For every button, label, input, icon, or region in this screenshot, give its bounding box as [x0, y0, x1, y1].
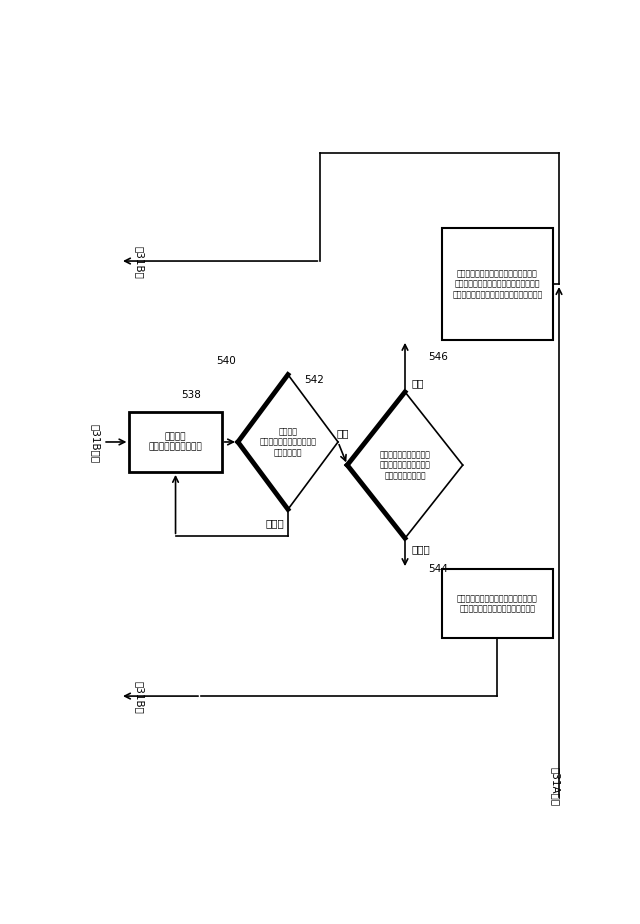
- Polygon shape: [348, 392, 463, 538]
- Text: ユーザが入力したキーは
ソフトウェアが計算した
キーと一致するか？: ユーザが入力したキーは ソフトウェアが計算した キーと一致するか？: [380, 450, 431, 480]
- Text: 540: 540: [216, 356, 236, 366]
- Text: 入力されたセンサのライセンスキーが
無効であることをユーザに通知する: 入力されたセンサのライセンスキーが 無効であることをユーザに通知する: [457, 594, 538, 614]
- Polygon shape: [238, 374, 338, 509]
- Bar: [442, 228, 553, 340]
- Text: 図31Bから: 図31Bから: [90, 424, 100, 463]
- Text: 図31Bへ: 図31Bへ: [134, 246, 144, 279]
- Text: いいえ: いいえ: [411, 544, 430, 554]
- Text: ユーザが
センサのライセンスキーを
入力したか？: ユーザが センサのライセンスキーを 入力したか？: [259, 427, 316, 456]
- Text: はい: はい: [337, 428, 349, 438]
- Text: 544: 544: [428, 564, 448, 574]
- Bar: [129, 412, 221, 472]
- Text: 538: 538: [181, 390, 201, 400]
- Text: バイタルサインモニタリング機能への
アクセスができる状態にして、センサの
シリアル番号を不揮発性メモリに格納する: バイタルサインモニタリング機能への アクセスができる状態にして、センサの シリア…: [452, 269, 543, 299]
- Text: はい: はい: [411, 378, 424, 388]
- Bar: [442, 569, 553, 638]
- Text: 546: 546: [428, 352, 448, 362]
- Text: センサの
ライセンスキーを計算: センサの ライセンスキーを計算: [148, 432, 202, 452]
- Text: いいえ: いいえ: [266, 518, 284, 529]
- Text: 図31Bへ: 図31Bへ: [134, 681, 144, 714]
- Text: 図31Aから: 図31Aから: [550, 767, 560, 806]
- Text: 542: 542: [304, 375, 324, 385]
